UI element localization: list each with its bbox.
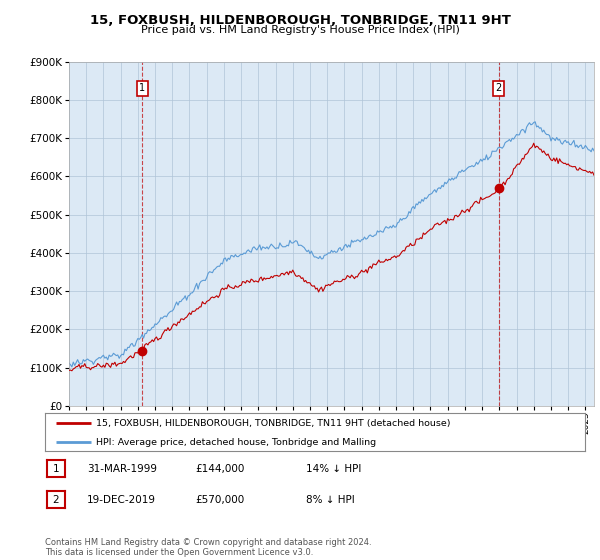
Text: 2: 2 xyxy=(52,494,59,505)
Text: 1: 1 xyxy=(139,83,145,94)
Text: 31-MAR-1999: 31-MAR-1999 xyxy=(87,464,157,474)
Text: HPI: Average price, detached house, Tonbridge and Malling: HPI: Average price, detached house, Tonb… xyxy=(96,438,376,447)
Text: Contains HM Land Registry data © Crown copyright and database right 2024.
This d: Contains HM Land Registry data © Crown c… xyxy=(45,538,371,557)
Text: 2: 2 xyxy=(496,83,502,94)
Text: 1: 1 xyxy=(52,464,59,474)
Text: Price paid vs. HM Land Registry's House Price Index (HPI): Price paid vs. HM Land Registry's House … xyxy=(140,25,460,35)
Text: 19-DEC-2019: 19-DEC-2019 xyxy=(87,494,156,505)
Text: £570,000: £570,000 xyxy=(195,494,244,505)
Text: 14% ↓ HPI: 14% ↓ HPI xyxy=(306,464,361,474)
Text: 8% ↓ HPI: 8% ↓ HPI xyxy=(306,494,355,505)
Text: £144,000: £144,000 xyxy=(195,464,244,474)
Text: 15, FOXBUSH, HILDENBOROUGH, TONBRIDGE, TN11 9HT (detached house): 15, FOXBUSH, HILDENBOROUGH, TONBRIDGE, T… xyxy=(96,419,451,428)
Text: 15, FOXBUSH, HILDENBOROUGH, TONBRIDGE, TN11 9HT: 15, FOXBUSH, HILDENBOROUGH, TONBRIDGE, T… xyxy=(89,14,511,27)
